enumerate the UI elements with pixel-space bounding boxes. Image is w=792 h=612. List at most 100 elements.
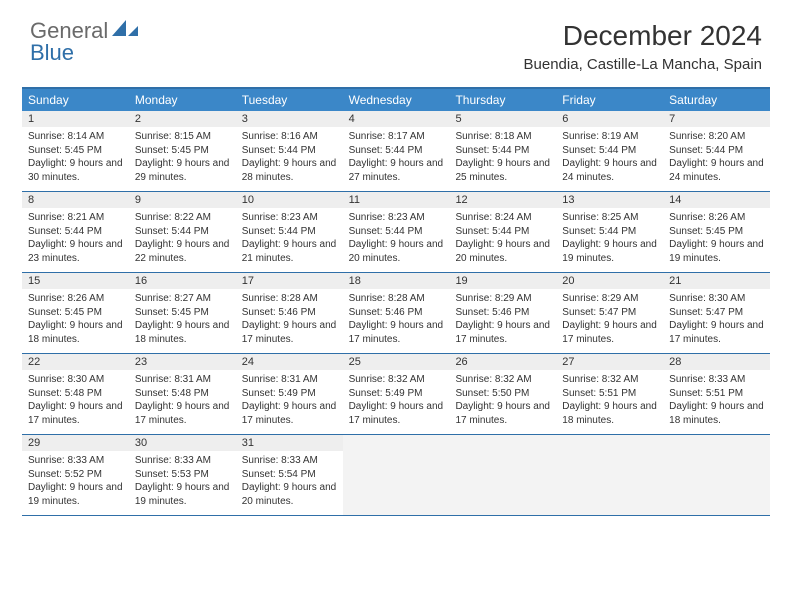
day-number: 14 [663,192,770,208]
day-number: 25 [343,354,450,370]
day-header: Friday [556,89,663,111]
day-details: Sunrise: 8:32 AMSunset: 5:50 PMDaylight:… [455,373,550,427]
day-details: Sunrise: 8:19 AMSunset: 5:44 PMDaylight:… [562,130,657,184]
day-cell: 3 Sunrise: 8:16 AMSunset: 5:44 PMDaylight… [236,111,343,191]
day-number: 17 [236,273,343,289]
day-cell: 27 Sunrise: 8:32 AMSunset: 5:51 PMDayligh… [556,354,663,434]
day-number: 15 [22,273,129,289]
day-details: Sunrise: 8:33 AMSunset: 5:53 PMDaylight:… [135,454,230,508]
day-details: Sunrise: 8:33 AMSunset: 5:54 PMDaylight:… [242,454,337,508]
logo-text-blue: Blue [30,42,74,64]
day-cell: 15 Sunrise: 8:26 AMSunset: 5:45 PMDayligh… [22,273,129,353]
day-details: Sunrise: 8:32 AMSunset: 5:51 PMDaylight:… [562,373,657,427]
day-header: Saturday [663,89,770,111]
day-number: 2 [129,111,236,127]
day-number: 8 [22,192,129,208]
day-number: 21 [663,273,770,289]
day-cell: 23 Sunrise: 8:31 AMSunset: 5:48 PMDayligh… [129,354,236,434]
day-cell: 30 Sunrise: 8:33 AMSunset: 5:53 PMDayligh… [129,435,236,515]
day-number: 3 [236,111,343,127]
day-cell: 22 Sunrise: 8:30 AMSunset: 5:48 PMDayligh… [22,354,129,434]
location-text: Buendia, Castille-La Mancha, Spain [524,56,762,73]
page-title: December 2024 [524,20,762,52]
day-details: Sunrise: 8:14 AMSunset: 5:45 PMDaylight:… [28,130,123,184]
day-cell: 29 Sunrise: 8:33 AMSunset: 5:52 PMDayligh… [22,435,129,515]
day-number: 20 [556,273,663,289]
day-cell: 18 Sunrise: 8:28 AMSunset: 5:46 PMDayligh… [343,273,450,353]
day-number: 27 [556,354,663,370]
day-cell: 25 Sunrise: 8:32 AMSunset: 5:49 PMDayligh… [343,354,450,434]
day-details: Sunrise: 8:17 AMSunset: 5:44 PMDaylight:… [349,130,444,184]
day-details: Sunrise: 8:33 AMSunset: 5:52 PMDaylight:… [28,454,123,508]
day-cell: 9 Sunrise: 8:22 AMSunset: 5:44 PMDaylight… [129,192,236,272]
day-cell: 17Sunrise: 8:28 AMSunset: 5:46 PMDayligh… [236,273,343,353]
logo: General Blue [30,20,138,64]
day-cell: 14 Sunrise: 8:26 AMSunset: 5:45 PMDayligh… [663,192,770,272]
day-header: Tuesday [236,89,343,111]
day-cell: 10Sunrise: 8:23 AMSunset: 5:44 PMDayligh… [236,192,343,272]
day-details: Sunrise: 8:33 AMSunset: 5:51 PMDaylight:… [669,373,764,427]
day-details: Sunrise: 8:15 AMSunset: 5:45 PMDaylight:… [135,130,230,184]
day-cell: 4 Sunrise: 8:17 AMSunset: 5:44 PMDaylight… [343,111,450,191]
day-number: 24 [236,354,343,370]
day-cell: 12Sunrise: 8:24 AMSunset: 5:44 PMDayligh… [449,192,556,272]
day-header: Thursday [449,89,556,111]
day-details: Sunrise: 8:30 AMSunset: 5:48 PMDaylight:… [28,373,123,427]
day-number: 1 [22,111,129,127]
day-details: Sunrise: 8:31 AMSunset: 5:48 PMDaylight:… [135,373,230,427]
week-row: 15 Sunrise: 8:26 AMSunset: 5:45 PMDayligh… [22,273,770,354]
day-details: Sunrise: 8:26 AMSunset: 5:45 PMDaylight:… [28,292,123,346]
day-details: Sunrise: 8:29 AMSunset: 5:47 PMDaylight:… [562,292,657,346]
day-details: Sunrise: 8:16 AMSunset: 5:44 PMDaylight:… [242,130,337,184]
day-header: Sunday [22,89,129,111]
day-number: 29 [22,435,129,451]
day-cell: 8 Sunrise: 8:21 AMSunset: 5:44 PMDaylight… [22,192,129,272]
day-number: 4 [343,111,450,127]
day-header: Wednesday [343,89,450,111]
day-header-row: SundayMondayTuesdayWednesdayThursdayFrid… [22,89,770,111]
day-details: Sunrise: 8:28 AMSunset: 5:46 PMDaylight:… [349,292,444,346]
day-details: Sunrise: 8:26 AMSunset: 5:45 PMDaylight:… [669,211,764,265]
week-row: 29 Sunrise: 8:33 AMSunset: 5:52 PMDayligh… [22,435,770,516]
day-details: Sunrise: 8:27 AMSunset: 5:45 PMDaylight:… [135,292,230,346]
day-number: 26 [449,354,556,370]
title-block: December 2024 Buendia, Castille-La Manch… [524,20,762,73]
day-details: Sunrise: 8:31 AMSunset: 5:49 PMDaylight:… [242,373,337,427]
day-number: 13 [556,192,663,208]
day-cell: 20 Sunrise: 8:29 AMSunset: 5:47 PMDayligh… [556,273,663,353]
day-cell: 1 Sunrise: 8:14 AMSunset: 5:45 PMDaylight… [22,111,129,191]
day-cell: 5 Sunrise: 8:18 AMSunset: 5:44 PMDaylight… [449,111,556,191]
day-number: 18 [343,273,450,289]
logo-sail-icon [112,20,138,42]
day-number: 30 [129,435,236,451]
day-cell: 26 Sunrise: 8:32 AMSunset: 5:50 PMDayligh… [449,354,556,434]
header: General Blue December 2024 Buendia, Cast… [0,0,792,81]
day-number: 28 [663,354,770,370]
day-number: 11 [343,192,450,208]
day-cell: 31Sunrise: 8:33 AMSunset: 5:54 PMDayligh… [236,435,343,515]
day-number: 5 [449,111,556,127]
day-details: Sunrise: 8:18 AMSunset: 5:44 PMDaylight:… [455,130,550,184]
day-details: Sunrise: 8:29 AMSunset: 5:46 PMDaylight:… [455,292,550,346]
week-row: 1 Sunrise: 8:14 AMSunset: 5:45 PMDaylight… [22,111,770,192]
empty-cell [556,435,663,515]
calendar: SundayMondayTuesdayWednesdayThursdayFrid… [22,87,770,516]
day-number: 19 [449,273,556,289]
day-number: 6 [556,111,663,127]
day-cell: 6 Sunrise: 8:19 AMSunset: 5:44 PMDaylight… [556,111,663,191]
day-cell: 13 Sunrise: 8:25 AMSunset: 5:44 PMDayligh… [556,192,663,272]
empty-cell [663,435,770,515]
day-number: 22 [22,354,129,370]
day-details: Sunrise: 8:32 AMSunset: 5:49 PMDaylight:… [349,373,444,427]
day-details: Sunrise: 8:25 AMSunset: 5:44 PMDaylight:… [562,211,657,265]
day-number: 23 [129,354,236,370]
empty-cell [449,435,556,515]
day-cell: 16 Sunrise: 8:27 AMSunset: 5:45 PMDayligh… [129,273,236,353]
day-cell: 28 Sunrise: 8:33 AMSunset: 5:51 PMDayligh… [663,354,770,434]
day-details: Sunrise: 8:21 AMSunset: 5:44 PMDaylight:… [28,211,123,265]
day-number: 9 [129,192,236,208]
day-details: Sunrise: 8:22 AMSunset: 5:44 PMDaylight:… [135,211,230,265]
day-number: 16 [129,273,236,289]
day-details: Sunrise: 8:23 AMSunset: 5:44 PMDaylight:… [349,211,444,265]
day-cell: 21Sunrise: 8:30 AMSunset: 5:47 PMDayligh… [663,273,770,353]
